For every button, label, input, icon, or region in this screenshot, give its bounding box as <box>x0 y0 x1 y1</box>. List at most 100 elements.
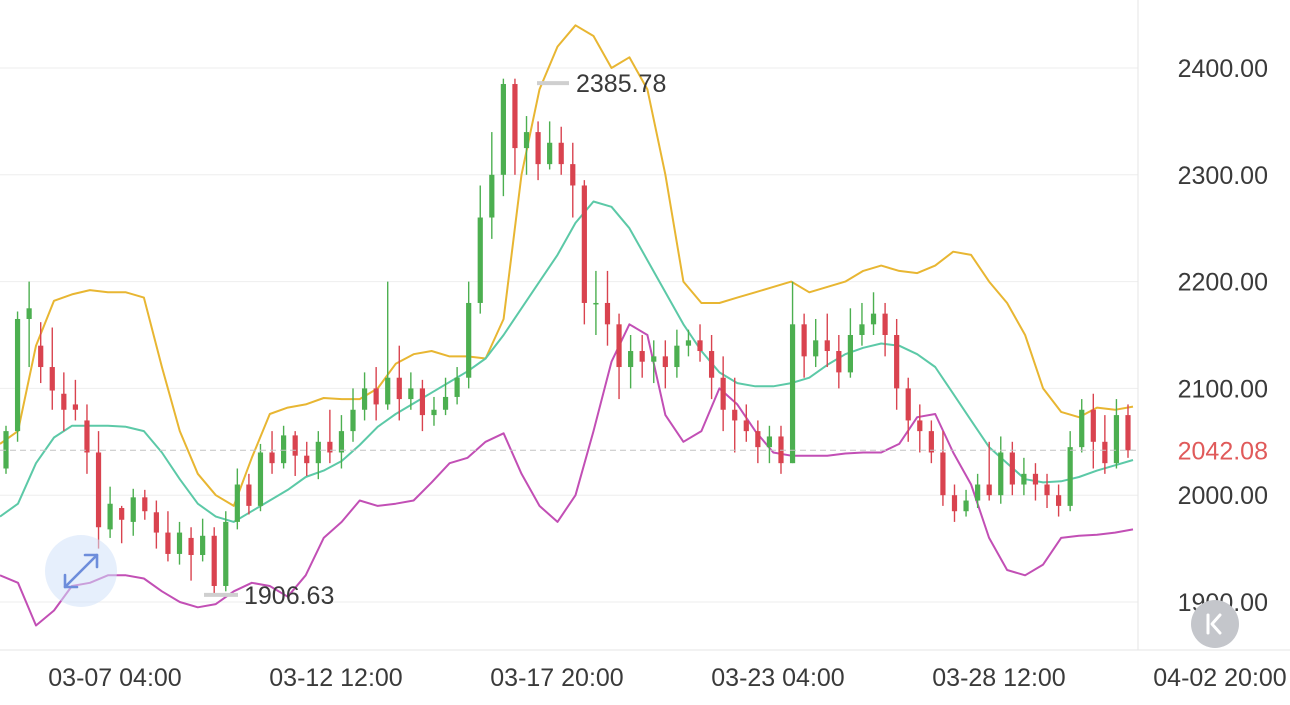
candle <box>685 329 692 357</box>
candle <box>824 313 830 368</box>
candle-body <box>662 356 668 368</box>
candle-body <box>558 142 564 165</box>
candle-body <box>350 409 356 432</box>
candle-body <box>1055 495 1062 506</box>
candle-body <box>119 508 125 520</box>
candle-body <box>408 388 414 400</box>
candle <box>570 142 576 218</box>
candle <box>905 377 911 442</box>
candle <box>917 404 923 453</box>
candle <box>385 281 391 410</box>
candle <box>338 415 345 469</box>
candle-body <box>477 217 483 303</box>
candle <box>732 377 738 453</box>
candle-body <box>720 377 726 410</box>
candle <box>234 468 240 530</box>
candle <box>454 367 460 405</box>
candle <box>859 302 865 346</box>
candle <box>500 78 506 197</box>
candle-body <box>708 351 715 378</box>
candle <box>292 431 298 476</box>
candle-body <box>454 377 460 397</box>
candle <box>512 78 518 175</box>
candle-body <box>338 431 345 453</box>
candle <box>639 335 645 378</box>
candle-body <box>442 396 449 410</box>
candle <box>84 404 90 474</box>
candle-body <box>732 409 738 421</box>
candle-body <box>72 404 79 410</box>
candle <box>130 488 136 536</box>
candle-body <box>581 185 587 303</box>
candle <box>408 372 414 410</box>
candle-body <box>1021 473 1027 485</box>
candle <box>1044 473 1050 509</box>
candle <box>1090 393 1096 469</box>
candle-body <box>512 84 518 149</box>
candle-body <box>766 436 773 448</box>
candle <box>466 281 472 389</box>
candle <box>882 302 888 357</box>
candle <box>836 335 842 389</box>
candle <box>477 185 483 314</box>
candle <box>153 500 159 549</box>
candle-body <box>975 484 981 501</box>
candle <box>755 420 761 464</box>
candle <box>581 180 587 325</box>
candle-body <box>651 356 657 362</box>
candle <box>847 308 853 378</box>
candle-body <box>281 435 287 464</box>
candle-body <box>38 345 44 368</box>
candle <box>211 527 217 596</box>
candle <box>558 126 564 175</box>
candle-body <box>1079 409 1085 448</box>
candle <box>986 441 992 501</box>
candle-body <box>963 500 969 512</box>
extreme-markers: 2385.78 1906.63 <box>204 70 666 610</box>
candle-body <box>628 351 634 368</box>
candle-body <box>685 340 692 346</box>
candle <box>304 441 310 476</box>
candle-body <box>1125 415 1131 451</box>
y-tick-label: 2000.00 <box>1178 482 1268 510</box>
bollinger-bands <box>0 24 1134 627</box>
expand-arrows-icon <box>63 553 99 589</box>
candle <box>119 505 125 544</box>
candle <box>766 425 773 464</box>
candle <box>535 121 541 181</box>
candle-body <box>824 340 830 352</box>
candle-body <box>142 497 148 512</box>
scroll-to-latest-button[interactable] <box>1191 600 1239 648</box>
candle <box>975 473 981 509</box>
candle <box>1113 399 1120 469</box>
candle <box>1021 457 1027 496</box>
candle-body <box>1113 415 1120 464</box>
candle <box>674 329 680 378</box>
lower-band-line <box>0 323 1134 627</box>
candle-body <box>489 174 495 218</box>
candle <box>998 436 1004 504</box>
candle <box>1102 415 1108 474</box>
candle <box>246 473 252 515</box>
candle-body <box>130 497 136 522</box>
candle <box>662 340 668 389</box>
candle-body <box>385 377 391 405</box>
candle-body <box>292 435 298 456</box>
candle <box>1079 399 1085 453</box>
candle-body <box>373 388 379 405</box>
candle-body <box>639 351 645 362</box>
candle-body <box>604 302 611 325</box>
candle <box>789 281 796 464</box>
candle-body <box>1032 473 1039 485</box>
candle <box>547 121 553 170</box>
candle-body <box>697 340 703 352</box>
candle <box>327 409 333 464</box>
candle-body <box>176 532 183 554</box>
candle <box>200 518 206 562</box>
candle-body <box>1044 484 1050 496</box>
expand-button[interactable] <box>45 535 117 607</box>
candle-body <box>211 535 217 586</box>
candle-body <box>1090 409 1096 442</box>
candle-body <box>1009 452 1015 485</box>
